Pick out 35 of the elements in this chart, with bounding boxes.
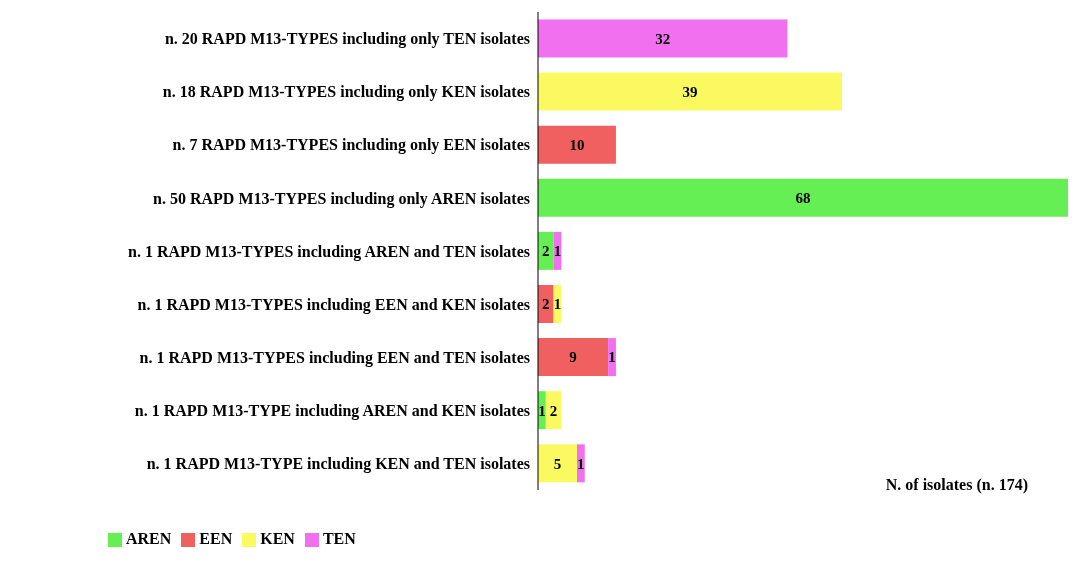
- data-label: 2: [542, 243, 550, 260]
- data-label: 1: [538, 402, 546, 419]
- bar: [538, 19, 788, 58]
- x-axis-title: N. of isolates (n. 174): [885, 476, 1028, 494]
- y-tick-label: n. 1 RAPD M13-TYPES including EEN and TEN isolates: [139, 348, 530, 367]
- data-label: 10: [569, 136, 585, 153]
- y-tick-label: n. 20 RAPD M13-TYPES including only TEN isolates: [164, 30, 530, 49]
- data-label: 1: [553, 243, 562, 260]
- y-tick-label: n. 1 RAPD M13-TYPE including AREN and KEN isolates: [134, 402, 530, 421]
- bar: [608, 338, 616, 377]
- legend-label: TEN: [322, 530, 356, 547]
- data-label: 2: [542, 296, 550, 313]
- data-label: 39: [682, 83, 698, 100]
- data-label: 5: [553, 455, 562, 472]
- y-tick-label: n. 18 RAPD M13-TYPES including only KEN isolates: [162, 83, 530, 102]
- y-tick-label: n. 7 RAPD M13-TYPES including only EEN isolates: [172, 136, 530, 155]
- data-label: 68: [795, 190, 811, 207]
- data-label: 1: [577, 455, 585, 472]
- data-label: 1: [553, 296, 562, 313]
- data-label: 1: [608, 349, 616, 366]
- data-label: 2: [549, 402, 558, 419]
- bar: [538, 72, 842, 111]
- y-tick-label: n. 1 RAPD M13-TYPES including AREN and TEN isolates: [128, 242, 530, 261]
- legend-label: AREN: [126, 530, 172, 547]
- legend-label: KEN: [260, 530, 295, 547]
- bar: [538, 125, 616, 164]
- y-tick-label: n. 50 RAPD M13-TYPES including only AREN isolates: [153, 189, 530, 208]
- y-tick-label: n. 1 RAPD M13-TYPE including KEN and TEN isolates: [146, 455, 530, 474]
- bar: [538, 178, 1068, 217]
- data-label: 9: [569, 349, 577, 366]
- bar: [538, 444, 577, 483]
- legend-label: EEN: [199, 530, 233, 547]
- bar: [538, 338, 609, 377]
- data-label: 32: [655, 30, 671, 47]
- y-tick-label: n. 1 RAPD M13-TYPES including EEN and KEN isolates: [137, 295, 530, 314]
